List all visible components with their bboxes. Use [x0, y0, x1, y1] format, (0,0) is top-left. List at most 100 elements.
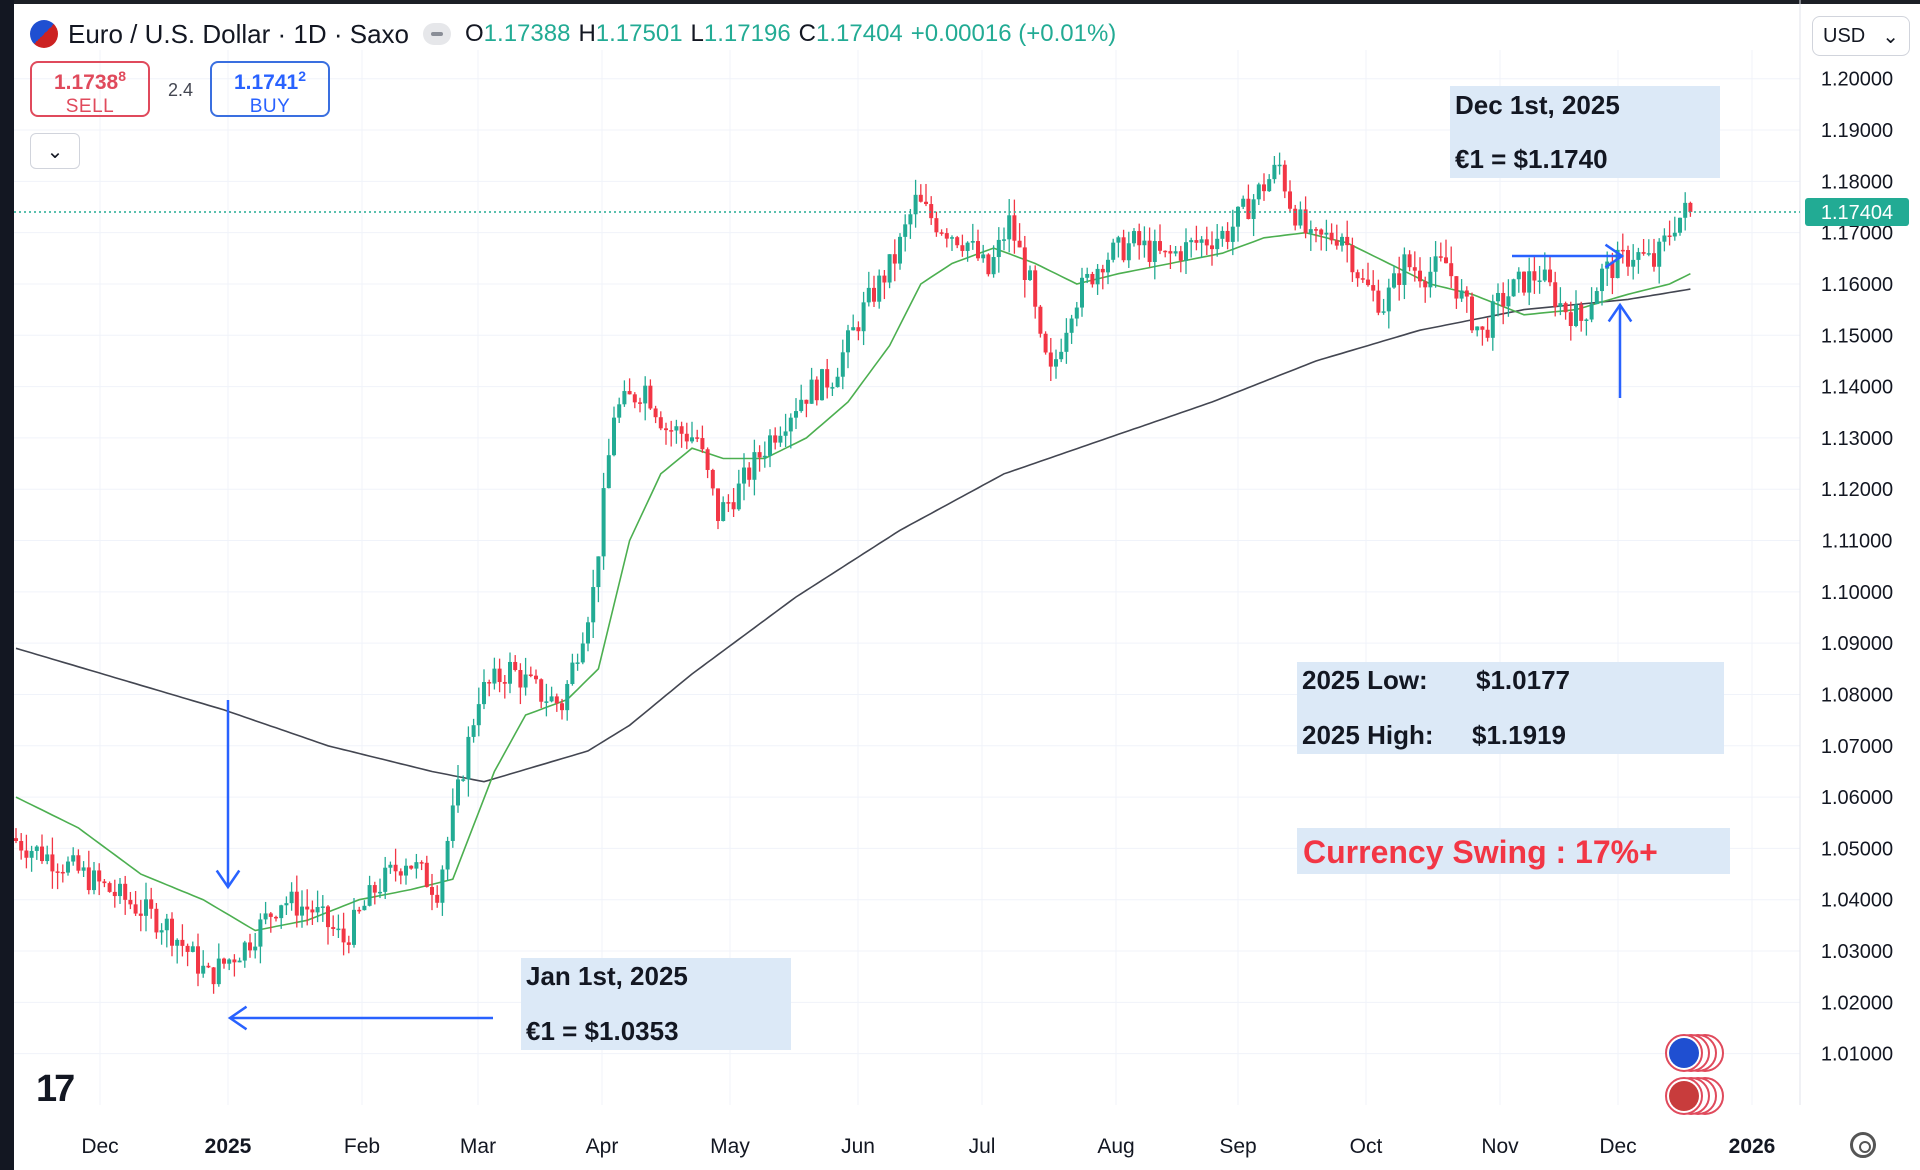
candle	[175, 938, 180, 964]
candle	[471, 718, 476, 743]
candle-body	[279, 905, 284, 919]
candle-body	[149, 899, 154, 909]
candle	[149, 887, 154, 919]
candle	[1168, 245, 1173, 269]
annotation-swing-box	[1297, 828, 1730, 874]
candle	[55, 863, 60, 890]
y-tick-label: 1.12000	[1821, 479, 1893, 501]
candle-body	[1579, 304, 1584, 321]
candle-body	[1423, 281, 1428, 288]
tradingview-logo-icon[interactable]: 17	[36, 1068, 75, 1110]
candle-body	[1381, 311, 1386, 313]
candle-body	[908, 214, 913, 225]
candle-body	[523, 674, 528, 688]
candle	[643, 376, 648, 421]
candle	[206, 962, 211, 969]
candle	[1132, 228, 1136, 247]
candle-body	[1496, 292, 1500, 302]
candle-body	[612, 417, 616, 456]
candle	[679, 421, 684, 448]
candle	[1428, 257, 1433, 298]
candle-body	[76, 855, 81, 871]
candle-body	[783, 431, 788, 436]
candle	[211, 967, 216, 994]
sell-button[interactable]: 1.17388 SELL	[30, 61, 150, 117]
candle	[76, 849, 81, 874]
candle	[190, 941, 195, 953]
candle	[24, 834, 29, 869]
candle	[112, 879, 117, 908]
candle	[1106, 252, 1110, 285]
candle-body	[1215, 238, 1220, 250]
candle	[513, 655, 518, 672]
candle	[461, 775, 466, 782]
symbol-title[interactable]: Euro / U.S. Dollar · 1D · Saxo	[68, 18, 409, 49]
candle-body	[445, 840, 450, 870]
candle-body	[944, 233, 949, 239]
candle	[310, 900, 315, 926]
candle-body	[1620, 249, 1625, 252]
candle-body	[1007, 215, 1012, 240]
candle	[440, 865, 445, 916]
candle-body	[586, 622, 590, 644]
y-tick-label: 1.11000	[1822, 531, 1893, 553]
candle	[305, 889, 310, 926]
eur-usd-flag-icon	[30, 20, 58, 48]
candle-body	[617, 404, 622, 418]
candle	[263, 901, 268, 925]
candle-body	[1490, 301, 1495, 338]
candle-body	[658, 417, 663, 429]
y-tick-label: 1.03000	[1821, 941, 1893, 963]
candle-body	[1277, 164, 1282, 167]
collapse-legend-button[interactable]: ⌄	[30, 133, 80, 169]
candle	[144, 882, 148, 932]
usd-flag-icon[interactable]	[1665, 1077, 1724, 1115]
candle-body	[1480, 326, 1485, 330]
candle	[700, 425, 705, 453]
candle	[378, 878, 382, 899]
candle	[690, 421, 694, 444]
candle-body	[1672, 232, 1677, 237]
candle	[523, 657, 528, 696]
candle	[1371, 270, 1376, 302]
candle	[1173, 245, 1178, 257]
candle-body	[518, 670, 523, 688]
candle	[1438, 242, 1443, 262]
candle	[19, 833, 24, 860]
candle-body	[580, 643, 585, 663]
candle-body	[383, 867, 388, 892]
currency-select[interactable]: USD ⌄	[1812, 16, 1910, 56]
candle	[222, 957, 226, 969]
candle-body	[170, 918, 174, 946]
candle-body	[716, 488, 720, 521]
candle	[918, 184, 923, 203]
candle	[1340, 233, 1344, 252]
candle-body	[196, 946, 200, 974]
candle	[721, 496, 726, 522]
candle	[435, 885, 440, 908]
candle	[1246, 184, 1251, 220]
candle-body	[164, 918, 169, 931]
candle	[253, 933, 258, 959]
candle	[1230, 209, 1235, 256]
candle	[1600, 263, 1604, 306]
candle-body	[638, 402, 642, 404]
hide-legend-button[interactable]	[423, 23, 451, 45]
candle-body	[742, 467, 746, 484]
candle	[1355, 269, 1360, 287]
buy-button[interactable]: 1.17412 BUY	[210, 61, 330, 117]
candle	[804, 399, 809, 418]
eur-flag-icon[interactable]	[1665, 1034, 1724, 1072]
candle-body	[222, 958, 226, 964]
candle-body	[1454, 276, 1459, 299]
candle-body	[372, 885, 377, 893]
candle	[86, 850, 91, 895]
candle-body	[882, 275, 887, 283]
y-tick-label: 1.08000	[1821, 684, 1893, 706]
y-tick-label: 1.19000	[1821, 120, 1893, 142]
candle-body	[664, 428, 668, 431]
candle-body	[242, 942, 247, 961]
candle-body	[1376, 290, 1381, 313]
settings-gear-icon[interactable]	[1850, 1132, 1876, 1158]
